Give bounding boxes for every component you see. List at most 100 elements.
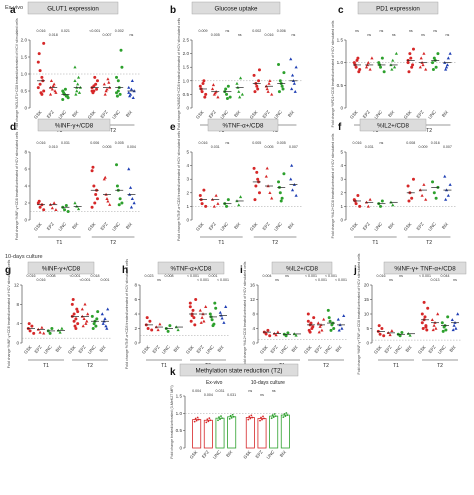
data-point — [237, 203, 241, 207]
data-point — [355, 58, 359, 62]
data-point — [431, 328, 435, 332]
data-point — [53, 89, 57, 93]
data-point — [115, 94, 119, 98]
p-value: ns — [248, 389, 252, 393]
data-point — [214, 306, 218, 310]
bar — [215, 417, 225, 449]
category-label: BIX — [387, 221, 395, 230]
data-point — [200, 90, 204, 94]
data-point — [382, 70, 386, 74]
category-label: EPZ — [313, 344, 323, 354]
bar-point — [263, 417, 265, 420]
data-point — [432, 56, 436, 60]
y-axis-label: Fold change %GLUT1+CD8 treated/untreated… — [15, 18, 19, 130]
data-point — [444, 197, 448, 201]
p-value: ns — [380, 141, 384, 145]
p-value: 0.001 — [209, 274, 218, 278]
data-point — [32, 331, 36, 335]
p-value: 0.001 — [101, 278, 110, 282]
data-point — [423, 315, 427, 319]
category-label: GSK — [185, 344, 195, 354]
p-value: 0.005 — [115, 141, 124, 145]
data-point — [317, 330, 321, 334]
data-point — [265, 87, 269, 91]
y-axis-label: Fold change %PD1+CD8 treated/untreated o… — [331, 20, 335, 127]
data-point — [277, 90, 281, 94]
group-label: T2 — [426, 128, 432, 134]
p-value: ns — [392, 33, 396, 37]
data-point — [70, 302, 74, 306]
bar-point — [274, 415, 277, 418]
category-label: UNC — [212, 449, 222, 460]
data-point — [76, 310, 80, 314]
data-point — [452, 323, 456, 327]
section-label-culture: 10-days culture — [5, 254, 43, 260]
category-label: BIX — [441, 221, 449, 230]
bar-point — [196, 416, 199, 419]
data-point — [434, 196, 438, 200]
y-tick-label: 12 — [14, 283, 20, 288]
category-label: UNC — [265, 449, 275, 460]
data-point — [60, 326, 64, 330]
category-label: BIX — [287, 221, 295, 230]
data-point — [408, 333, 412, 337]
data-point — [418, 65, 422, 69]
p-value: 0.031 — [216, 389, 225, 393]
panel-letter: e — [170, 122, 176, 133]
p-value: < 0.001 — [305, 274, 317, 278]
p-value: 0.013 — [431, 278, 440, 282]
p-value: 0.004 — [127, 145, 136, 149]
data-point — [48, 92, 53, 96]
y-tick-label: 8 — [24, 150, 27, 155]
p-value: 0.016 — [431, 141, 440, 145]
category-label: BIX — [387, 109, 395, 118]
data-point — [410, 196, 414, 200]
category-label: BIX — [279, 449, 287, 458]
data-point — [105, 87, 109, 91]
data-point — [409, 56, 413, 60]
data-point — [434, 326, 438, 330]
category-label: EPZ — [415, 221, 425, 231]
bar-point — [220, 415, 222, 418]
p-value: 0.031 — [365, 145, 374, 149]
y-tick-label: 16 — [250, 283, 256, 288]
bar-point — [249, 417, 252, 420]
data-point — [75, 307, 79, 311]
data-point — [406, 61, 410, 65]
data-point — [276, 330, 280, 334]
panel-h: h %TNF-α+/CD8 0 2 4 6 8 Fold change %TNF-α+CD8 … — [122, 259, 230, 369]
category-label: UNC — [437, 344, 447, 355]
p-value: 0.006 — [277, 29, 286, 33]
data-point — [200, 315, 204, 319]
data-point — [290, 87, 294, 91]
title-box — [359, 118, 427, 132]
data-point — [213, 91, 217, 95]
bar-point — [228, 417, 231, 420]
y-tick-label: 5 — [340, 150, 343, 155]
data-point — [120, 201, 124, 205]
p-value: 0.004 — [192, 389, 201, 393]
data-point — [379, 204, 383, 208]
data-point — [444, 328, 448, 332]
data-point — [202, 319, 206, 323]
data-point — [306, 319, 310, 323]
y-axis-label: Fold change %2NBDG+CD8 treated/untreated… — [177, 18, 181, 130]
data-point — [328, 319, 332, 323]
data-point — [257, 191, 261, 195]
p-value: 0.016 — [353, 141, 362, 145]
data-point — [86, 312, 90, 316]
group-label: T2 — [426, 240, 432, 246]
category-label: UNC — [205, 344, 215, 355]
data-point — [36, 60, 40, 64]
p-value: 0.031 — [61, 141, 70, 145]
p-value: 0.005 — [252, 141, 261, 145]
data-point — [238, 76, 243, 80]
data-point — [226, 84, 230, 88]
data-point — [380, 199, 384, 203]
data-point — [198, 194, 202, 198]
data-point — [200, 202, 204, 206]
data-point — [358, 67, 362, 71]
data-point — [277, 62, 281, 66]
category-label: UNC — [373, 109, 383, 120]
data-point — [426, 306, 430, 310]
